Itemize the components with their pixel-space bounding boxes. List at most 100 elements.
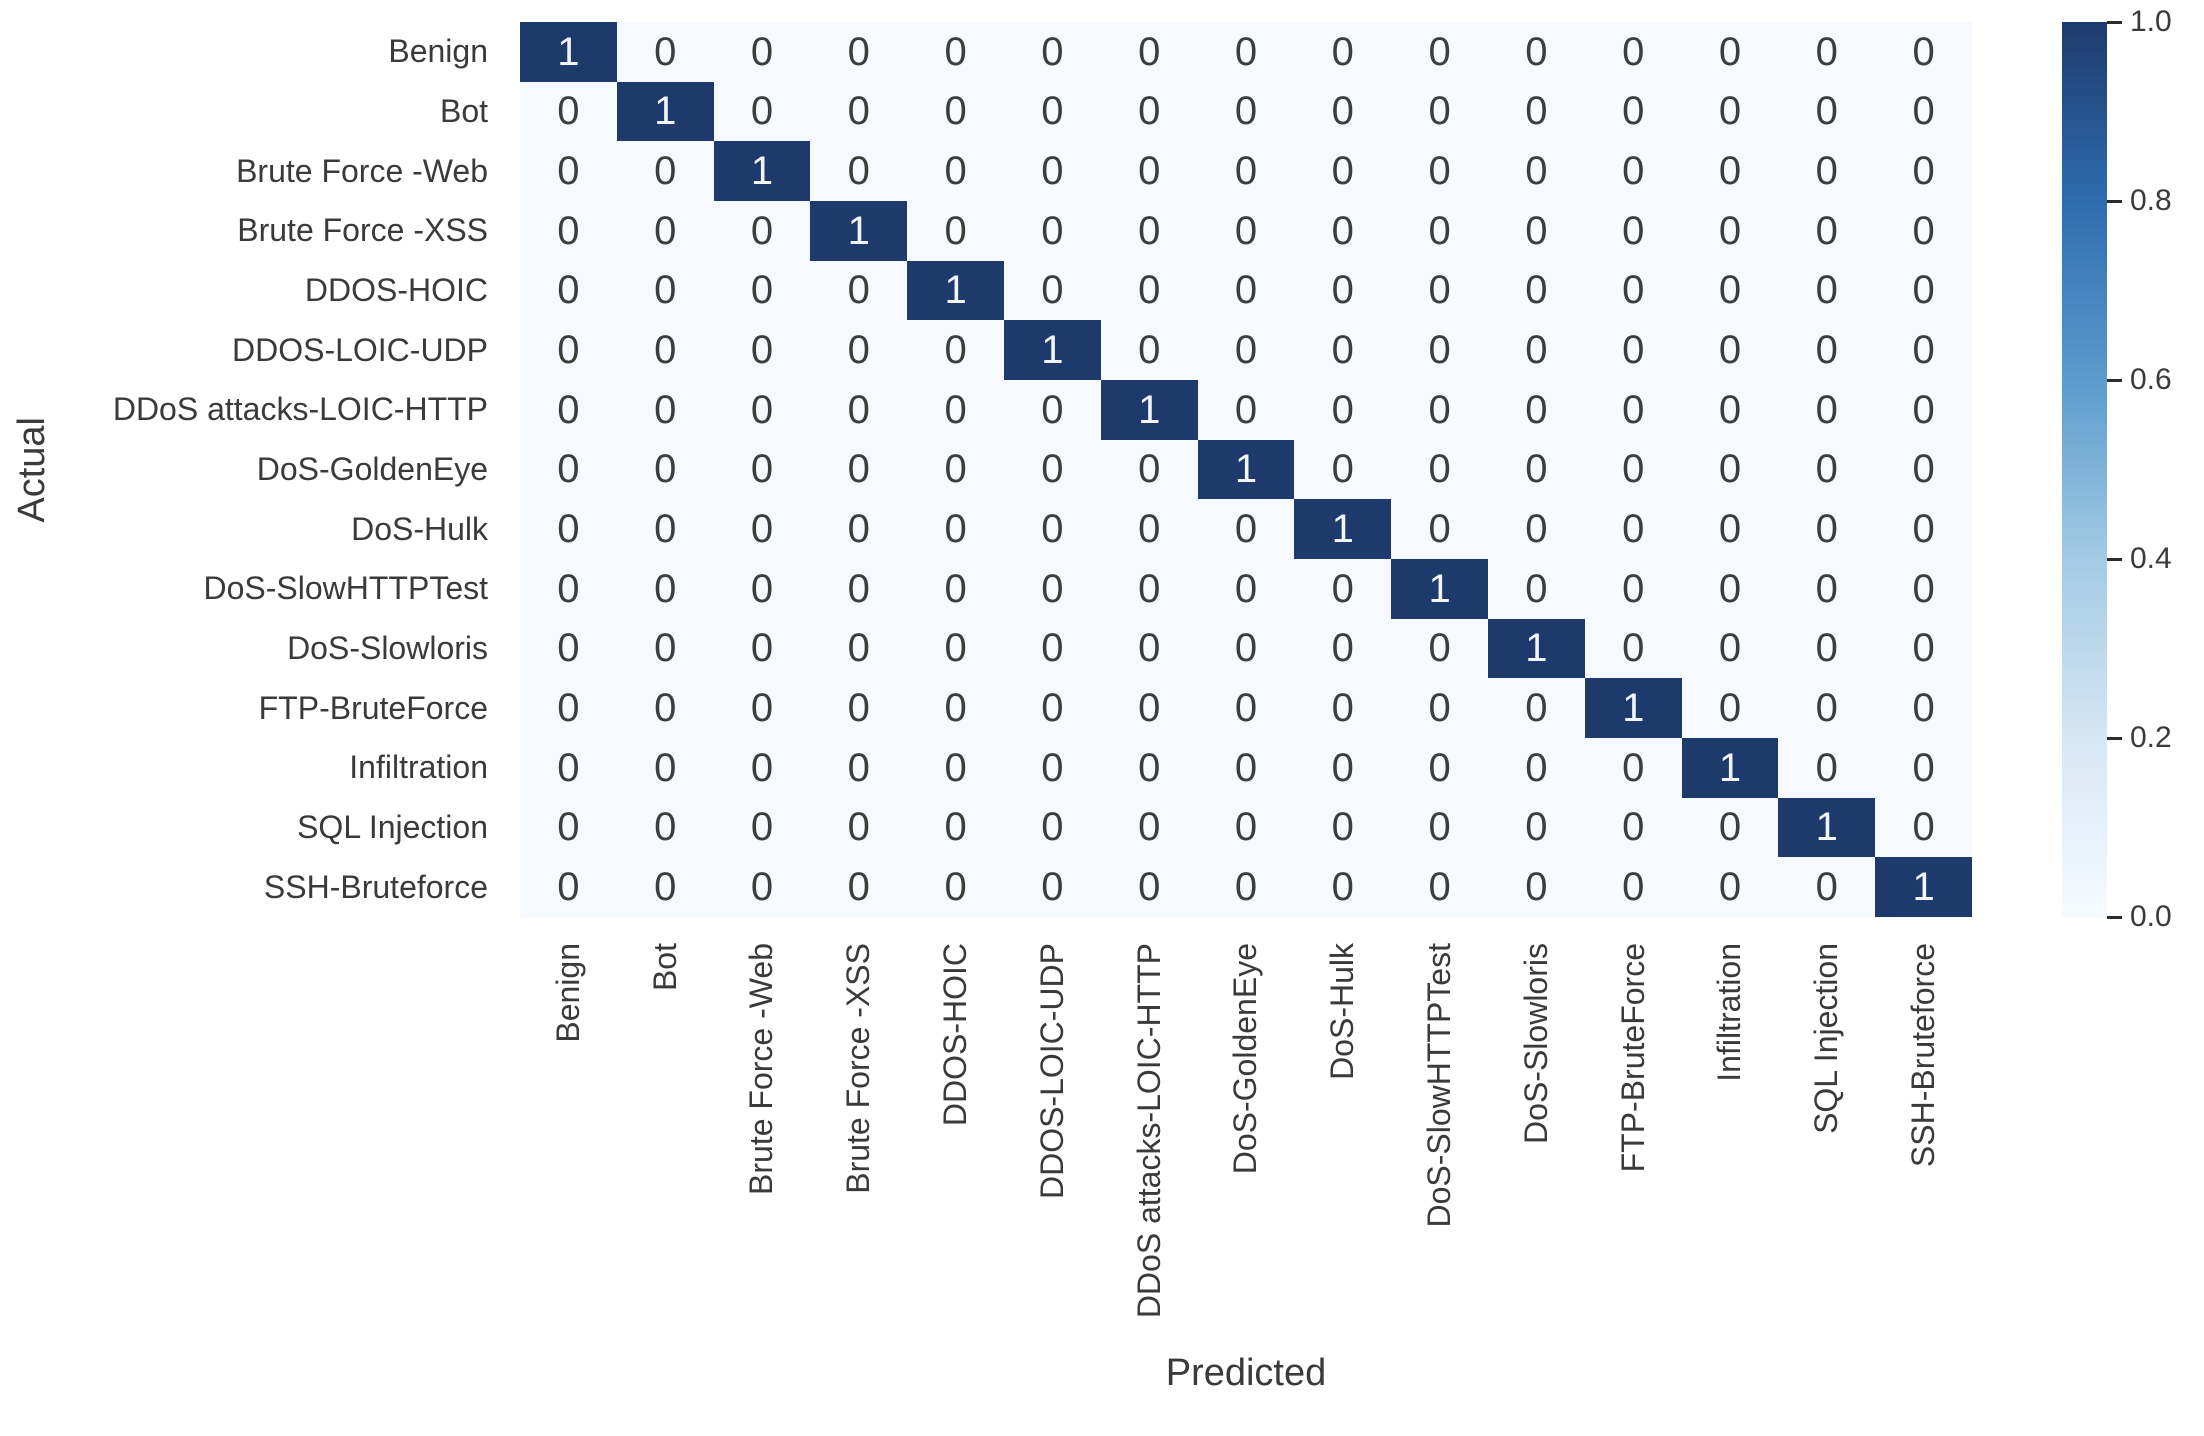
- heatmap-cell: 0: [1100, 141, 1198, 201]
- heatmap-cell: 1: [1681, 738, 1779, 798]
- heatmap-cell: 0: [1294, 559, 1392, 619]
- heatmap-cell: 0: [907, 141, 1004, 201]
- heatmap-cell: 0: [520, 797, 617, 858]
- heatmap-cell: 0: [810, 797, 908, 858]
- heatmap-cell: 0: [713, 22, 811, 82]
- heatmap-cell: 0: [616, 260, 714, 321]
- y-tick-label: Infiltration: [349, 749, 488, 786]
- heatmap-cell: 0: [616, 141, 714, 201]
- heatmap-cell: 0: [1197, 260, 1295, 321]
- heatmap-cell: 0: [907, 81, 1004, 142]
- heatmap-cell: 0: [1584, 857, 1682, 917]
- heatmap-cell: 0: [520, 81, 617, 142]
- x-tick-label: Brute Force -XSS: [840, 943, 877, 1194]
- heatmap-cell: 0: [1778, 857, 1876, 917]
- heatmap-cell: 0: [1391, 320, 1488, 380]
- heatmap-cell: 0: [616, 797, 714, 858]
- heatmap-cell: 0: [1197, 22, 1295, 82]
- x-tick-label: SSH-Bruteforce: [1904, 943, 1941, 1168]
- heatmap-cell: 0: [1294, 618, 1392, 679]
- heatmap-cell: 0: [1875, 22, 1972, 82]
- heatmap-cell: 0: [1004, 380, 1101, 440]
- heatmap-cell: 0: [1391, 22, 1488, 82]
- heatmap-cell: 0: [1004, 559, 1101, 619]
- heatmap-cell: 0: [1391, 260, 1488, 321]
- heatmap-cell: 0: [713, 260, 811, 321]
- x-tick-label-slot: FTP-BruteForce: [1585, 917, 1682, 1377]
- heatmap-cell: 0: [520, 559, 617, 619]
- heatmap-cell: 0: [1488, 22, 1585, 82]
- heatmap-cell: 0: [1875, 201, 1972, 261]
- heatmap-cell: 0: [520, 320, 617, 380]
- x-tick-label-slot: Brute Force -XSS: [810, 917, 907, 1377]
- heatmap-cell: 0: [907, 797, 1004, 858]
- heatmap-cell: 0: [616, 618, 714, 679]
- heatmap-cell: 0: [810, 499, 908, 559]
- heatmap-cell: 0: [1681, 618, 1779, 679]
- heatmap-cell: 0: [810, 260, 908, 321]
- heatmap-cell: 0: [1778, 738, 1876, 798]
- y-tick-label: Brute Force -Web: [236, 152, 488, 189]
- heatmap-cell: 0: [1004, 857, 1101, 917]
- heatmap-cell: 0: [1004, 141, 1101, 201]
- colorbar-tick: 0.4: [2107, 544, 2172, 574]
- colorbar-tick-label: 1.0: [2130, 5, 2172, 38]
- heatmap-cell: 0: [1584, 141, 1682, 201]
- heatmap-cell: 0: [907, 738, 1004, 798]
- heatmap-cell: 0: [1488, 559, 1585, 619]
- x-tick-label-slot: Brute Force -Web: [714, 917, 811, 1377]
- heatmap-cell: 0: [1391, 618, 1488, 679]
- heatmap-cell: 0: [810, 559, 908, 619]
- y-tick-label: Bot: [439, 93, 488, 129]
- heatmap-cell: 0: [1488, 738, 1585, 798]
- y-tick-label: DoS-Slowloris: [287, 630, 488, 667]
- x-tick-label-slot: DoS-Hulk: [1294, 917, 1391, 1377]
- heatmap-cell: 1: [520, 22, 617, 82]
- heatmap-cell: 0: [1197, 797, 1295, 858]
- heatmap-cell: 0: [1488, 797, 1585, 858]
- heatmap-cell: 0: [713, 81, 811, 142]
- heatmap-cell: 0: [1488, 678, 1585, 738]
- colorbar-tick: 0.6: [2107, 365, 2172, 395]
- heatmap-cell: 1: [907, 260, 1004, 321]
- heatmap-cell: 0: [1875, 559, 1972, 619]
- heatmap-cell: 0: [1584, 618, 1682, 679]
- heatmap-cell: 0: [1681, 81, 1779, 142]
- heatmap-cell: 0: [1197, 559, 1295, 619]
- heatmap-cell: 1: [1004, 320, 1101, 380]
- heatmap-cell: 0: [1681, 499, 1779, 559]
- heatmap-cell: 0: [520, 260, 617, 321]
- heatmap-cell: 0: [1584, 260, 1682, 321]
- heatmap-cell: 0: [1875, 738, 1972, 798]
- y-tick-label: SQL Injection: [297, 809, 488, 846]
- heatmap-cell: 0: [1100, 559, 1198, 619]
- heatmap-cell: 0: [1197, 618, 1295, 679]
- heatmap-cell: 0: [1294, 797, 1392, 858]
- heatmap-cell: 0: [1584, 738, 1682, 798]
- heatmap-cell: 0: [713, 738, 811, 798]
- heatmap-cell: 0: [907, 857, 1004, 917]
- x-tick-label-slot: Bot: [617, 917, 714, 1377]
- heatmap-cell: 0: [1681, 22, 1779, 82]
- heatmap-cell: 0: [1681, 857, 1779, 917]
- heatmap-cell: 0: [907, 380, 1004, 440]
- heatmap-cell: 0: [907, 201, 1004, 261]
- heatmap-cell: 0: [616, 201, 714, 261]
- colorbar-tick-label: 0.4: [2130, 542, 2172, 575]
- heatmap-cell: 0: [810, 320, 908, 380]
- heatmap-cell: 0: [1875, 380, 1972, 440]
- y-tick-label: DoS-SlowHTTPTest: [203, 570, 489, 607]
- colorbar-tick-mark: [2107, 736, 2122, 740]
- heatmap-cell: 0: [1197, 201, 1295, 261]
- heatmap-cell: 0: [1875, 499, 1972, 559]
- y-tick-label: DDOS-HOIC: [304, 272, 488, 309]
- heatmap-cell: 0: [520, 738, 617, 798]
- heatmap-cell: 0: [1100, 618, 1198, 679]
- heatmap-cell: 0: [907, 678, 1004, 738]
- colorbar-ticks: 1.0 0.8 0.6 0.4 0.2 0.0: [2107, 7, 2204, 932]
- colorbar-tick-mark: [2107, 557, 2122, 561]
- heatmap-cell: 0: [1100, 81, 1198, 142]
- heatmap-cell: 0: [520, 141, 617, 201]
- heatmap-cell: 0: [1004, 797, 1101, 858]
